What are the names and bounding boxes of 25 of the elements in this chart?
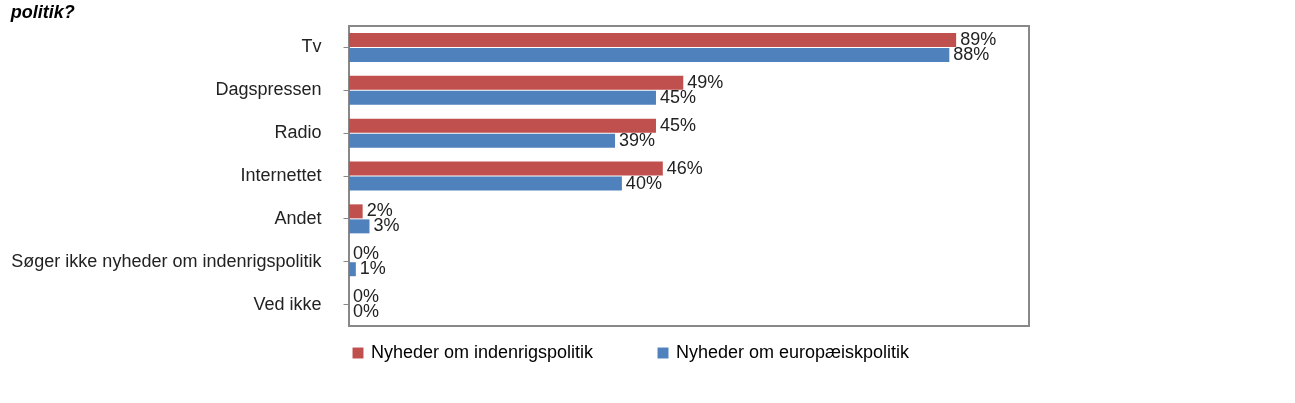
data-label: 45% [659,114,697,135]
bar [349,176,622,191]
y-tick-label: Ved ikke [253,293,322,314]
legend-label: Nyheder om indenrigspolitik [371,342,595,362]
data-label: 40% [625,172,662,193]
y-tick-label: Søger ikke nyheder om indenrigspolitik [11,250,323,271]
bar [349,47,950,62]
data-label: 46% [666,157,703,178]
bar [349,161,663,176]
bar [349,133,616,148]
bar [349,118,656,133]
bar [349,32,957,47]
text: politik? [9,2,75,22]
legend-label: Nyheder om europæiskpolitik [676,342,911,362]
bar [349,90,656,105]
y-tick-label: Radio [274,122,322,143]
bar [349,75,684,90]
y-tick-label: Dagspressen [215,79,322,100]
data-label: 39% [619,129,656,150]
bar [349,204,363,219]
y-tick-label: Andet [274,207,322,228]
bar [349,262,356,277]
bar [349,219,370,234]
y-tick-label: Tv [301,36,322,57]
y-tick-label: Internettet [240,165,322,185]
